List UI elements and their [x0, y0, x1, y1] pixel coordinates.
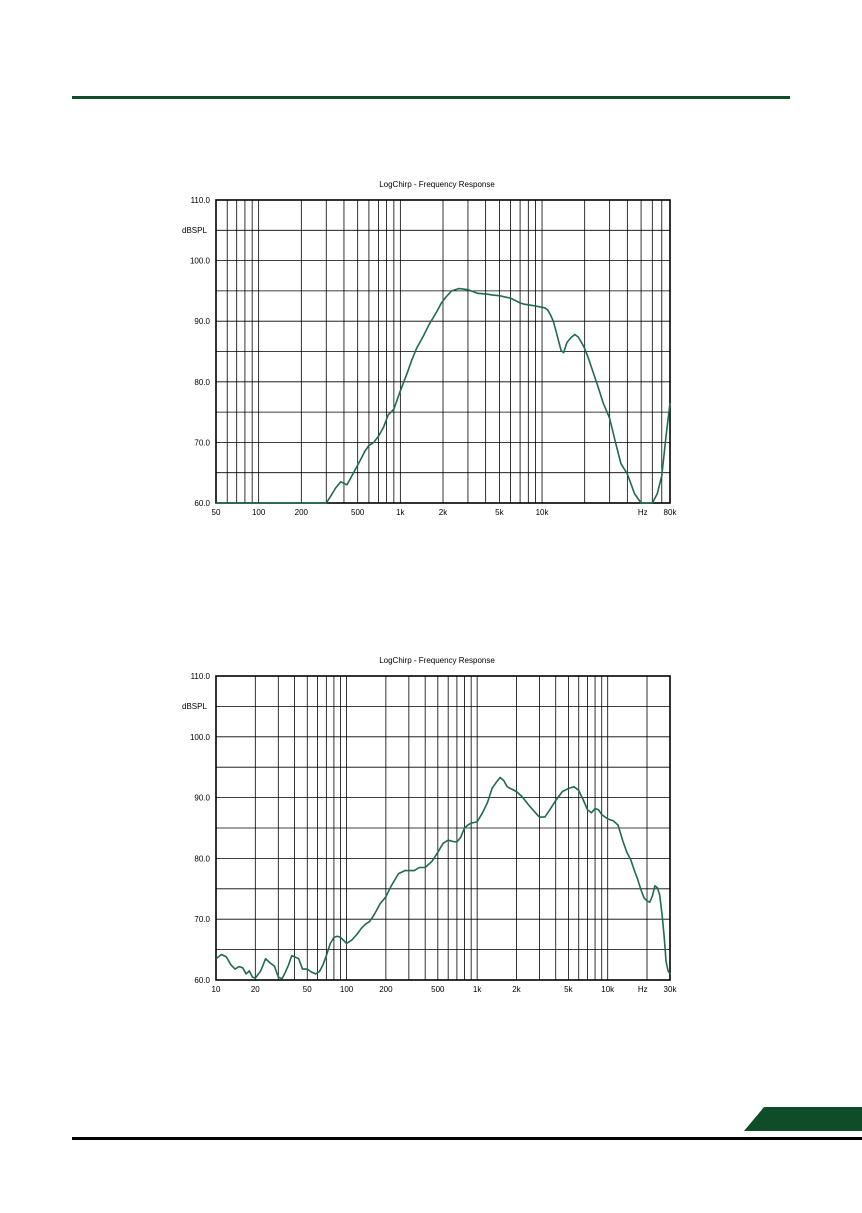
footer-rule: [72, 1137, 862, 1140]
x-tick-label: 10k: [601, 985, 615, 994]
y-tick-label: 90.0: [194, 317, 210, 326]
x-tick-label: 50: [212, 508, 221, 517]
x-tick-label: 50: [303, 985, 312, 994]
y-tick-label: 60.0: [194, 499, 210, 508]
y-tick-label: 110.0: [191, 672, 211, 681]
x-tick-label: 500: [431, 985, 445, 994]
chart-title: LogChirp - Frequency Response: [379, 180, 495, 189]
y-tick-label: 100.0: [190, 257, 211, 266]
y-tick-label: 100.0: [190, 733, 211, 742]
grid: [216, 675, 670, 981]
response-curve: [215, 776, 671, 980]
header-rule: [72, 96, 790, 99]
x-tick-label: 10k: [536, 508, 550, 517]
response-curve: [216, 287, 671, 504]
y-tick-label: 70.0: [194, 915, 210, 924]
x-tick-label: 2k: [439, 508, 448, 517]
y-tick-label: 60.0: [194, 976, 210, 985]
x-tick-label: 500: [351, 508, 365, 517]
x-tick-label: 30k: [664, 985, 678, 994]
y-tick-label: 80.0: [194, 854, 210, 863]
x-tick-label: 200: [295, 508, 309, 517]
plot-frame: [215, 675, 671, 981]
x-tick-label: Hz: [638, 985, 648, 994]
x-tick-label: 100: [252, 508, 266, 517]
x-tick-label: 20: [251, 985, 260, 994]
y-tick-label: 80.0: [194, 378, 210, 387]
x-tick-label: 2k: [512, 985, 521, 994]
x-tick-label: 100: [340, 985, 354, 994]
x-tick-label: 5k: [564, 985, 573, 994]
x-tick-label: 5k: [495, 508, 504, 517]
x-tick-label: 10: [212, 985, 221, 994]
footer-corner-tab: [744, 1107, 862, 1131]
plot-frame: [215, 199, 671, 504]
x-tick-label: 80k: [664, 508, 678, 517]
x-tick-label: 1k: [473, 985, 482, 994]
chart-title: LogChirp - Frequency Response: [379, 656, 495, 665]
y-tick-label: 110.0: [191, 196, 211, 205]
y-tick-label: 90.0: [194, 794, 210, 803]
x-tick-label: Hz: [638, 508, 648, 517]
x-tick-label: 1k: [396, 508, 405, 517]
y-axis-label: dBSPL: [182, 702, 207, 711]
x-tick-label: 200: [379, 985, 393, 994]
y-tick-label: 70.0: [194, 438, 210, 447]
y-axis-label: dBSPL: [182, 226, 207, 235]
